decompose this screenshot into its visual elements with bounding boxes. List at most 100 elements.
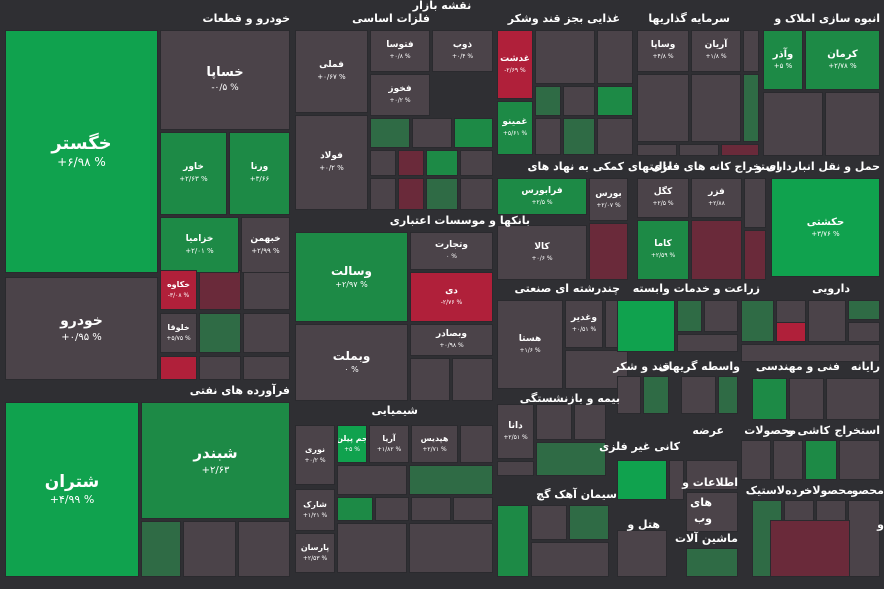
treemap-tile[interactable]: آریان +۱/۸ %: [691, 30, 741, 72]
treemap-cell[interactable]: [691, 74, 741, 142]
treemap-cell[interactable]: [704, 300, 738, 332]
treemap-tile[interactable]: هستا +۱/۶ %: [497, 300, 563, 389]
treemap-cell[interactable]: [691, 220, 742, 280]
treemap-cell[interactable]: [677, 334, 738, 352]
treemap-tile[interactable]: فزر +۲/۸۸: [691, 178, 742, 218]
treemap-tile[interactable]: وبملت ۰ %: [295, 324, 408, 401]
treemap-tile[interactable]: هپدیس +۲/۷۱ %: [411, 425, 458, 463]
treemap-cell[interactable]: [337, 523, 407, 573]
treemap-cell[interactable]: [597, 86, 633, 116]
treemap-tile[interactable]: ورنا +۳/۶۶: [229, 132, 290, 215]
treemap-tile[interactable]: کالا +۰/۶ %: [497, 225, 587, 280]
treemap-tile[interactable]: فرابورس +۲/۵ %: [497, 178, 587, 215]
treemap-tile[interactable]: وآذر +۵ %: [763, 30, 803, 90]
treemap-cell[interactable]: [426, 178, 458, 210]
treemap-cell[interactable]: [337, 497, 373, 521]
treemap-tile[interactable]: غمینو +۵/۶۱ %: [497, 101, 533, 155]
treemap-cell[interactable]: [563, 86, 595, 116]
treemap-tile[interactable]: کگل +۲/۵ %: [637, 178, 689, 218]
treemap-cell[interactable]: [460, 150, 493, 176]
treemap-cell[interactable]: [789, 378, 824, 420]
treemap-cell[interactable]: [763, 92, 823, 156]
treemap-cell[interactable]: [677, 300, 702, 332]
treemap-tile[interactable]: کرمان +۲/۷۸ %: [805, 30, 880, 90]
treemap-cell[interactable]: [535, 30, 595, 84]
treemap-cell[interactable]: [741, 440, 771, 480]
treemap-cell[interactable]: [848, 300, 880, 320]
treemap-tile[interactable]: کاما +۲/۵۹ %: [637, 220, 689, 280]
treemap-tile[interactable]: خگستر +۶/۹۸ %: [5, 30, 158, 273]
treemap-cell[interactable]: [617, 530, 667, 577]
treemap-cell[interactable]: [535, 118, 561, 155]
treemap-cell[interactable]: [741, 300, 774, 342]
treemap-cell[interactable]: [805, 440, 837, 480]
treemap-tile[interactable]: غدشت -۲/۶۹ %: [497, 30, 533, 99]
treemap-cell[interactable]: [617, 460, 667, 500]
treemap-tile[interactable]: خودرو +۰/۹۵ %: [5, 277, 158, 380]
treemap-cell[interactable]: [243, 270, 290, 310]
treemap-tile[interactable]: وغدیر +۰/۵۱ %: [565, 300, 603, 348]
treemap-cell[interactable]: [808, 300, 846, 342]
treemap-cell[interactable]: [460, 178, 493, 210]
treemap-cell[interactable]: [686, 548, 738, 577]
treemap-cell[interactable]: [686, 492, 738, 532]
treemap-cell[interactable]: [183, 521, 236, 577]
treemap-cell[interactable]: [410, 358, 450, 401]
treemap-cell[interactable]: [617, 376, 641, 414]
treemap-cell[interactable]: [199, 313, 241, 353]
treemap-cell[interactable]: [243, 356, 290, 380]
treemap-cell[interactable]: [597, 118, 633, 155]
treemap-cell[interactable]: [409, 465, 493, 495]
treemap-tile[interactable]: وسالت +۲/۹۷ %: [295, 232, 408, 322]
treemap-cell[interactable]: [848, 500, 880, 577]
treemap-cell[interactable]: [160, 356, 197, 380]
treemap-cell[interactable]: [337, 465, 407, 495]
treemap-tile[interactable]: فخوز +۰/۲ %: [370, 74, 430, 116]
treemap-cell[interactable]: [563, 118, 595, 155]
treemap-cell[interactable]: [617, 300, 675, 352]
treemap-tile[interactable]: نوری +۰/۲ %: [295, 425, 335, 485]
treemap-cell[interactable]: [531, 542, 609, 577]
treemap-cell[interactable]: [199, 356, 241, 380]
treemap-cell[interactable]: [669, 460, 684, 500]
treemap-cell[interactable]: [744, 230, 766, 280]
treemap-cell[interactable]: [744, 178, 766, 228]
treemap-cell[interactable]: [536, 404, 572, 440]
treemap-cell[interactable]: [411, 497, 451, 521]
treemap-cell[interactable]: [409, 523, 493, 573]
treemap-cell[interactable]: [531, 505, 567, 540]
treemap-cell[interactable]: [679, 144, 719, 156]
treemap-cell[interactable]: [536, 442, 606, 476]
treemap-tile[interactable]: حکشتی +۳/۷۶ %: [771, 178, 880, 277]
treemap-tile[interactable]: فملی +۰/۶۷ %: [295, 30, 368, 113]
treemap-cell[interactable]: [839, 440, 880, 480]
treemap-cell[interactable]: [686, 460, 738, 490]
treemap-cell[interactable]: [848, 322, 880, 342]
treemap-tile[interactable]: دانا +۲/۵۱ %: [497, 404, 534, 459]
treemap-tile[interactable]: فولاد +۰/۲ %: [295, 115, 368, 210]
treemap-cell[interactable]: [535, 86, 561, 116]
treemap-cell[interactable]: [454, 118, 493, 148]
treemap-tile[interactable]: خلوقا +۵/۷۵ %: [160, 313, 197, 353]
treemap-cell[interactable]: [574, 404, 606, 440]
treemap-tile[interactable]: دی -۲/۷۶ %: [410, 272, 493, 322]
treemap-tile[interactable]: خزامیا +۲/۰۱ %: [160, 217, 239, 273]
treemap-cell[interactable]: [637, 144, 677, 156]
treemap-cell[interactable]: [398, 178, 424, 210]
treemap-cell[interactable]: [452, 358, 493, 401]
treemap-tile[interactable]: آریا +۱/۸۲ %: [369, 425, 409, 463]
treemap-cell[interactable]: [743, 30, 759, 72]
treemap-cell[interactable]: [199, 270, 241, 310]
treemap-cell[interactable]: [412, 118, 452, 148]
treemap-cell[interactable]: [370, 150, 396, 176]
treemap-cell[interactable]: [497, 505, 529, 577]
treemap-cell[interactable]: [718, 376, 738, 414]
treemap-cell[interactable]: [375, 497, 409, 521]
treemap-tile[interactable]: شارک +۱/۲۱ %: [295, 489, 335, 531]
treemap-cell[interactable]: [243, 313, 290, 353]
treemap-cell[interactable]: [681, 376, 716, 414]
treemap-cell[interactable]: [776, 322, 806, 342]
treemap-cell[interactable]: [141, 521, 181, 577]
treemap-cell[interactable]: [643, 376, 669, 414]
treemap-cell[interactable]: [426, 150, 458, 176]
